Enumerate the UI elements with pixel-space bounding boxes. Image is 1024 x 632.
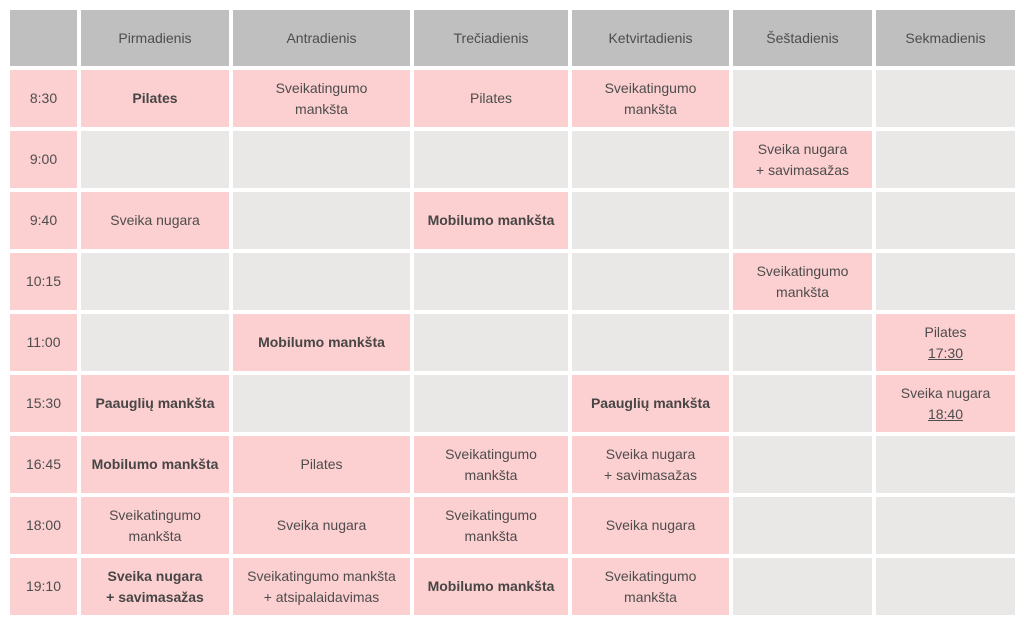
empty-slot bbox=[414, 253, 568, 310]
time-cell: 11:00 bbox=[10, 314, 77, 371]
class-name: Pilates bbox=[132, 90, 178, 106]
empty-slot bbox=[733, 436, 872, 493]
class-cell: Sveikatingumo mankšta bbox=[414, 497, 568, 554]
class-name: Pilates bbox=[469, 90, 513, 106]
class-name: Sveikatingumo mankšta bbox=[275, 79, 368, 117]
class-cell: Sveika nugara bbox=[233, 497, 410, 554]
class-cell: Sveikatingumo mankšta bbox=[572, 70, 729, 127]
empty-slot bbox=[572, 314, 729, 371]
class-cell: Sveika nugara + savimasažas bbox=[572, 436, 729, 493]
class-name: Sveikatingumo mankšta bbox=[445, 445, 537, 483]
class-cell: Pilates bbox=[414, 70, 568, 127]
class-name: Sveika nugara bbox=[605, 517, 696, 533]
class-cell: Mobilumo mankšta bbox=[233, 314, 410, 371]
class-cell: Sveika nugara bbox=[81, 192, 229, 249]
time-cell: 16:45 bbox=[10, 436, 77, 493]
empty-slot bbox=[876, 70, 1015, 127]
class-cell: Mobilumo mankšta bbox=[81, 436, 229, 493]
time-cell: 9:00 bbox=[10, 131, 77, 188]
empty-slot bbox=[414, 131, 568, 188]
empty-slot bbox=[233, 375, 410, 432]
class-cell: Sveikatingumo mankšta bbox=[572, 558, 729, 615]
class-cell: Sveikatingumo mankšta bbox=[414, 436, 568, 493]
empty-slot bbox=[876, 497, 1015, 554]
empty-slot bbox=[233, 192, 410, 249]
class-name: Sveikatingumo mankšta bbox=[604, 567, 697, 605]
class-cell: Paauglių mankšta bbox=[81, 375, 229, 432]
empty-slot bbox=[572, 131, 729, 188]
empty-slot bbox=[572, 253, 729, 310]
corner-cell bbox=[10, 10, 77, 66]
class-name: Sveika nugara + savimasažas bbox=[106, 567, 204, 605]
empty-slot bbox=[733, 314, 872, 371]
class-name: Sveikatingumo mankšta bbox=[756, 262, 849, 300]
time-cell: 18:00 bbox=[10, 497, 77, 554]
class-name: Pilates bbox=[300, 456, 343, 472]
time-cell: 8:30 bbox=[10, 70, 77, 127]
class-name: Sveikatingumo mankšta bbox=[604, 79, 697, 117]
empty-slot bbox=[876, 253, 1015, 310]
class-cell: Sveikatingumo mankšta bbox=[81, 497, 229, 554]
empty-slot bbox=[876, 436, 1015, 493]
class-name: Sveikatingumo mankšta + atsipalaidavimas bbox=[247, 567, 396, 605]
class-name: Pilates bbox=[924, 323, 967, 340]
class-name: Mobilumo mankšta bbox=[427, 578, 555, 594]
class-name: Mobilumo mankšta bbox=[91, 456, 219, 472]
empty-slot bbox=[876, 192, 1015, 249]
empty-slot bbox=[233, 253, 410, 310]
class-name: Sveika nugara bbox=[110, 212, 200, 228]
time-cell: 15:30 bbox=[10, 375, 77, 432]
class-name: Paauglių mankšta bbox=[590, 395, 711, 411]
class-name: Sveika nugara + savimasažas bbox=[604, 445, 697, 483]
class-time-link[interactable]: 18:40 bbox=[927, 405, 964, 422]
empty-slot bbox=[414, 375, 568, 432]
empty-slot bbox=[733, 375, 872, 432]
class-time-link[interactable]: 17:30 bbox=[927, 344, 964, 361]
day-header-6: Sekmadienis bbox=[876, 10, 1015, 66]
class-cell: Sveikatingumo mankšta + atsipalaidavimas bbox=[233, 558, 410, 615]
empty-slot bbox=[733, 497, 872, 554]
empty-slot bbox=[81, 131, 229, 188]
class-name: Sveikatingumo mankšta bbox=[109, 506, 201, 544]
class-name: Mobilumo mankšta bbox=[258, 334, 385, 350]
class-cell: Paauglių mankšta bbox=[572, 375, 729, 432]
class-name: Sveika nugara + savimasažas bbox=[756, 140, 849, 178]
class-cell: Sveika nugara 18:40 bbox=[876, 375, 1015, 432]
class-cell: Mobilumo mankšta bbox=[414, 192, 568, 249]
class-cell: Sveika nugara bbox=[572, 497, 729, 554]
empty-slot bbox=[414, 314, 568, 371]
empty-slot bbox=[233, 131, 410, 188]
day-header-2: Antradienis bbox=[233, 10, 410, 66]
class-cell: Pilates 17:30 bbox=[876, 314, 1015, 371]
empty-slot bbox=[876, 558, 1015, 615]
day-header-1: Pirmadienis bbox=[81, 10, 229, 66]
time-cell: 10:15 bbox=[10, 253, 77, 310]
day-header-4: Ketvirtadienis bbox=[572, 10, 729, 66]
class-name: Sveika nugara bbox=[276, 517, 367, 533]
day-header-3: Trečiadienis bbox=[414, 10, 568, 66]
class-name: Sveika nugara bbox=[900, 384, 991, 401]
time-cell: 19:10 bbox=[10, 558, 77, 615]
empty-slot bbox=[733, 70, 872, 127]
class-name: Sveikatingumo mankšta bbox=[445, 506, 537, 544]
class-cell: Sveikatingumo mankšta bbox=[233, 70, 410, 127]
class-cell: Pilates bbox=[81, 70, 229, 127]
class-cell: Sveika nugara + savimasažas bbox=[733, 131, 872, 188]
empty-slot bbox=[81, 314, 229, 371]
class-name: Paauglių mankšta bbox=[95, 395, 215, 411]
empty-slot bbox=[572, 192, 729, 249]
class-cell: Sveikatingumo mankšta bbox=[733, 253, 872, 310]
class-name: Mobilumo mankšta bbox=[427, 212, 555, 228]
class-cell: Pilates bbox=[233, 436, 410, 493]
empty-slot bbox=[733, 192, 872, 249]
empty-slot bbox=[81, 253, 229, 310]
class-cell: Sveika nugara + savimasažas bbox=[81, 558, 229, 615]
empty-slot bbox=[733, 558, 872, 615]
empty-slot bbox=[876, 131, 1015, 188]
class-cell: Mobilumo mankšta bbox=[414, 558, 568, 615]
time-cell: 9:40 bbox=[10, 192, 77, 249]
day-header-5: Šeštadienis bbox=[733, 10, 872, 66]
